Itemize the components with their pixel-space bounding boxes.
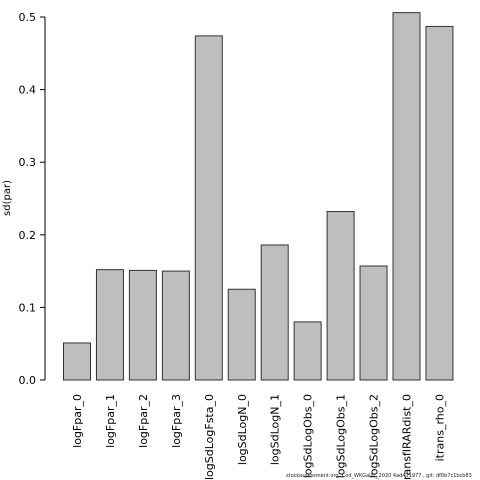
bar-logSdLogObs_2 <box>359 265 388 381</box>
y-axis-label: sd(par) <box>2 180 13 216</box>
bar-logFpar_1 <box>95 269 124 381</box>
bar-logFpar_0 <box>63 342 91 381</box>
y-tick-label: 0.5 <box>19 11 37 24</box>
y-tick-label: 0.3 <box>19 156 37 169</box>
x-tick-label: logSdLogN_1 <box>269 394 282 465</box>
x-tick-label: logSdLogFsta_0 <box>203 394 216 480</box>
bar-logSdLogN_0 <box>227 288 256 381</box>
x-tick-label: transfIRARdist_0 <box>401 394 414 480</box>
x-tick-label: logFpar_2 <box>137 394 150 448</box>
bar-logSdLogFsta_0 <box>194 35 223 381</box>
bar-logFpar_3 <box>161 270 190 381</box>
x-tick-label: logSdLogObs_0 <box>302 394 315 478</box>
y-tick-label: 0.1 <box>19 301 37 314</box>
y-tick-label: 0.4 <box>19 84 37 97</box>
x-tick-label: logSdLogN_0 <box>236 394 249 465</box>
bar-logSdLogN_1 <box>260 244 289 381</box>
bar-logSdLogObs_0 <box>293 321 322 381</box>
x-tick-label: itrans_rho_0 <box>433 394 446 461</box>
y-tick-label: 0.0 <box>19 374 37 387</box>
bar-transfIRARdist_0 <box>392 12 421 381</box>
bar-logFpar_2 <box>128 269 157 381</box>
bars-group <box>63 12 454 381</box>
y-axis: 0.0 0.1 0.2 0.3 0.4 0.5 <box>19 11 46 387</box>
x-tick-label: logFpar_1 <box>104 394 117 448</box>
y-tick-label: 0.2 <box>19 229 37 242</box>
bar-itrans_rho_0 <box>425 25 454 381</box>
footer-credit: stockassessment.org, Cod_WKGallic_2020 4… <box>286 473 472 479</box>
x-tick-label: logSdLogObs_1 <box>335 394 348 478</box>
x-tick-label: logFpar_3 <box>170 394 183 448</box>
x-tick-label: logSdLogObs_2 <box>368 394 381 478</box>
x-tick-label: logFpar_0 <box>71 394 84 448</box>
x-tick-labels: logFpar_0 logFpar_1 logFpar_2 logFpar_3 logS… <box>71 394 446 480</box>
bar-logSdLogObs_1 <box>326 211 355 381</box>
